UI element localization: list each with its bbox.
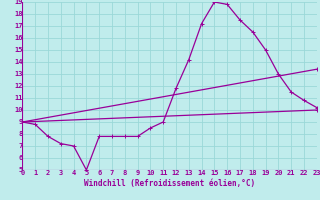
X-axis label: Windchill (Refroidissement éolien,°C): Windchill (Refroidissement éolien,°C) bbox=[84, 179, 255, 188]
